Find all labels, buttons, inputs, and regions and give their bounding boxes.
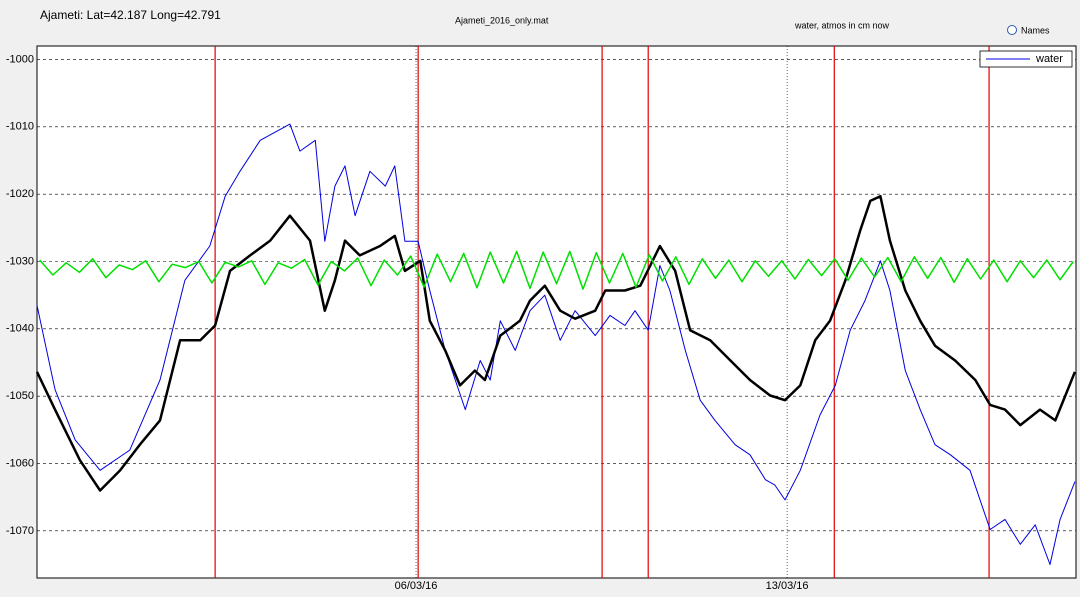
y-tick-label: -1050	[6, 390, 34, 402]
names-radio[interactable]: Names	[1007, 25, 1051, 35]
y-tick-label: -1070	[6, 525, 34, 537]
radio-button[interactable]	[1007, 25, 1017, 35]
series-line	[36, 123, 1076, 565]
y-tick-label: -1030	[6, 255, 34, 267]
location-title: Ajameti: Lat=42.187 Long=42.791	[40, 8, 221, 22]
file-title: Ajameti_2016_only.mat	[455, 15, 549, 25]
series-line	[39, 250, 1074, 290]
y-tick-label: -1040	[6, 323, 34, 335]
x-tick-label: 06/03/16	[395, 580, 438, 592]
legend: water	[979, 50, 1073, 68]
radio-label[interactable]: Names	[1021, 25, 1050, 35]
units-note: water, atmos in cm now	[794, 20, 890, 30]
legend-label: water	[1035, 53, 1063, 65]
y-tick-label: -1060	[6, 457, 34, 469]
y-tick-label: -1000	[6, 53, 34, 65]
y-tick-label: -1020	[6, 188, 34, 200]
x-tick-label: 13/03/16	[766, 580, 809, 592]
y-tick-label: -1010	[6, 121, 34, 133]
series-line	[35, 194, 1077, 492]
plot-area	[36, 45, 1077, 579]
